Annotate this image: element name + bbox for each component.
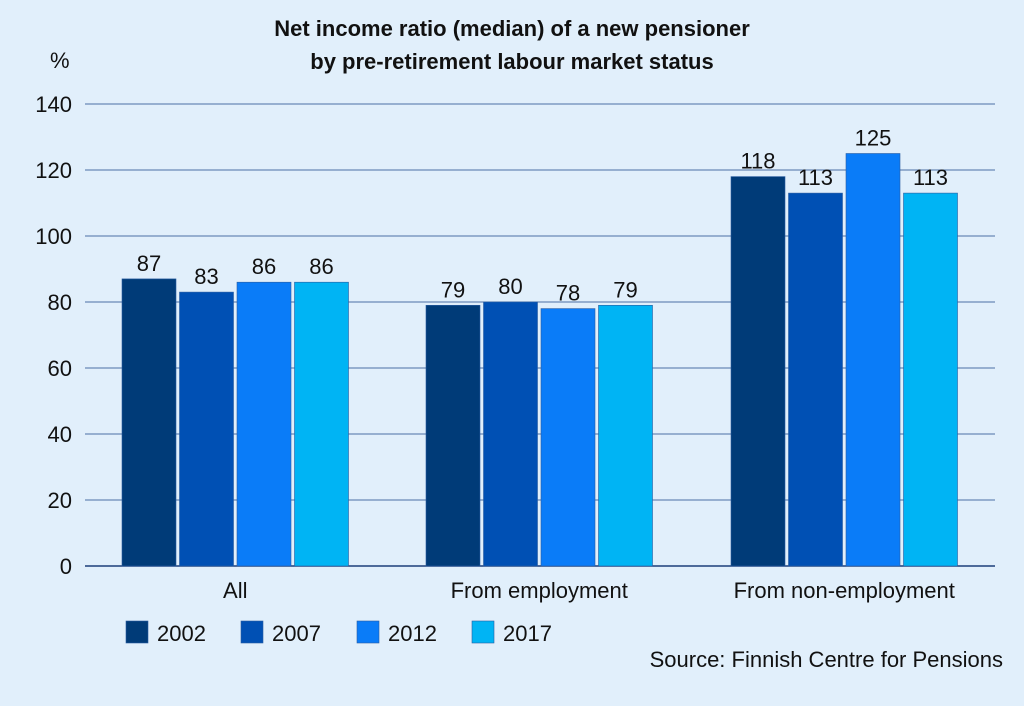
- y-tick-label: 0: [60, 554, 72, 579]
- legend-swatch-2002: [125, 620, 149, 644]
- data-label: 113: [913, 165, 948, 190]
- legend-swatch-2007: [240, 620, 264, 644]
- y-tick-label: 80: [48, 290, 72, 315]
- data-label: 125: [855, 126, 892, 151]
- bar-2007-2: [788, 192, 843, 567]
- bar-2002-0: [121, 278, 177, 567]
- y-tick-label: 120: [35, 158, 72, 183]
- chart-title: Net income ratio (median) of a new pensi…: [274, 16, 750, 41]
- data-label: 87: [137, 251, 161, 276]
- x-tick-label: From non-employment: [734, 578, 955, 603]
- data-label: 83: [194, 264, 218, 289]
- y-tick-label: 100: [35, 224, 72, 249]
- bar-2012-0: [236, 281, 292, 567]
- bar-2017-2: [903, 192, 958, 567]
- source-note: Source: Finnish Centre for Pensions: [650, 647, 1003, 672]
- bar-2017-0: [294, 281, 349, 567]
- y-tick-label: 20: [48, 488, 72, 513]
- data-label: 79: [613, 277, 637, 302]
- data-label: 80: [498, 274, 522, 299]
- y-tick-label: 40: [48, 422, 72, 447]
- legend-swatch-2017: [471, 620, 495, 644]
- y-axis-label: %: [50, 48, 70, 73]
- legend-label: 2007: [272, 621, 321, 646]
- bar-2007-1: [483, 301, 538, 567]
- data-label: 118: [740, 149, 775, 174]
- data-label: 86: [309, 254, 333, 279]
- legend-label: 2002: [157, 621, 206, 646]
- legend-label: 2012: [388, 621, 437, 646]
- bar-2002-1: [425, 304, 481, 567]
- y-tick-label: 60: [48, 356, 72, 381]
- legend-swatch-2012: [356, 620, 380, 644]
- legend-label: 2017: [503, 621, 552, 646]
- data-label: 79: [441, 277, 465, 302]
- bar-2002-2: [730, 176, 786, 567]
- bar-2007-0: [179, 291, 234, 567]
- y-tick-label: 140: [35, 92, 72, 117]
- chart-subtitle: by pre-retirement labour market status: [310, 49, 714, 74]
- x-tick-label: All: [223, 578, 247, 603]
- bar-2012-2: [845, 153, 901, 567]
- x-tick-label: From employment: [451, 578, 628, 603]
- bar-2012-1: [540, 308, 596, 567]
- data-label: 78: [556, 281, 580, 306]
- bar-2017-1: [598, 304, 653, 567]
- data-label: 86: [252, 254, 276, 279]
- data-label: 113: [798, 165, 833, 190]
